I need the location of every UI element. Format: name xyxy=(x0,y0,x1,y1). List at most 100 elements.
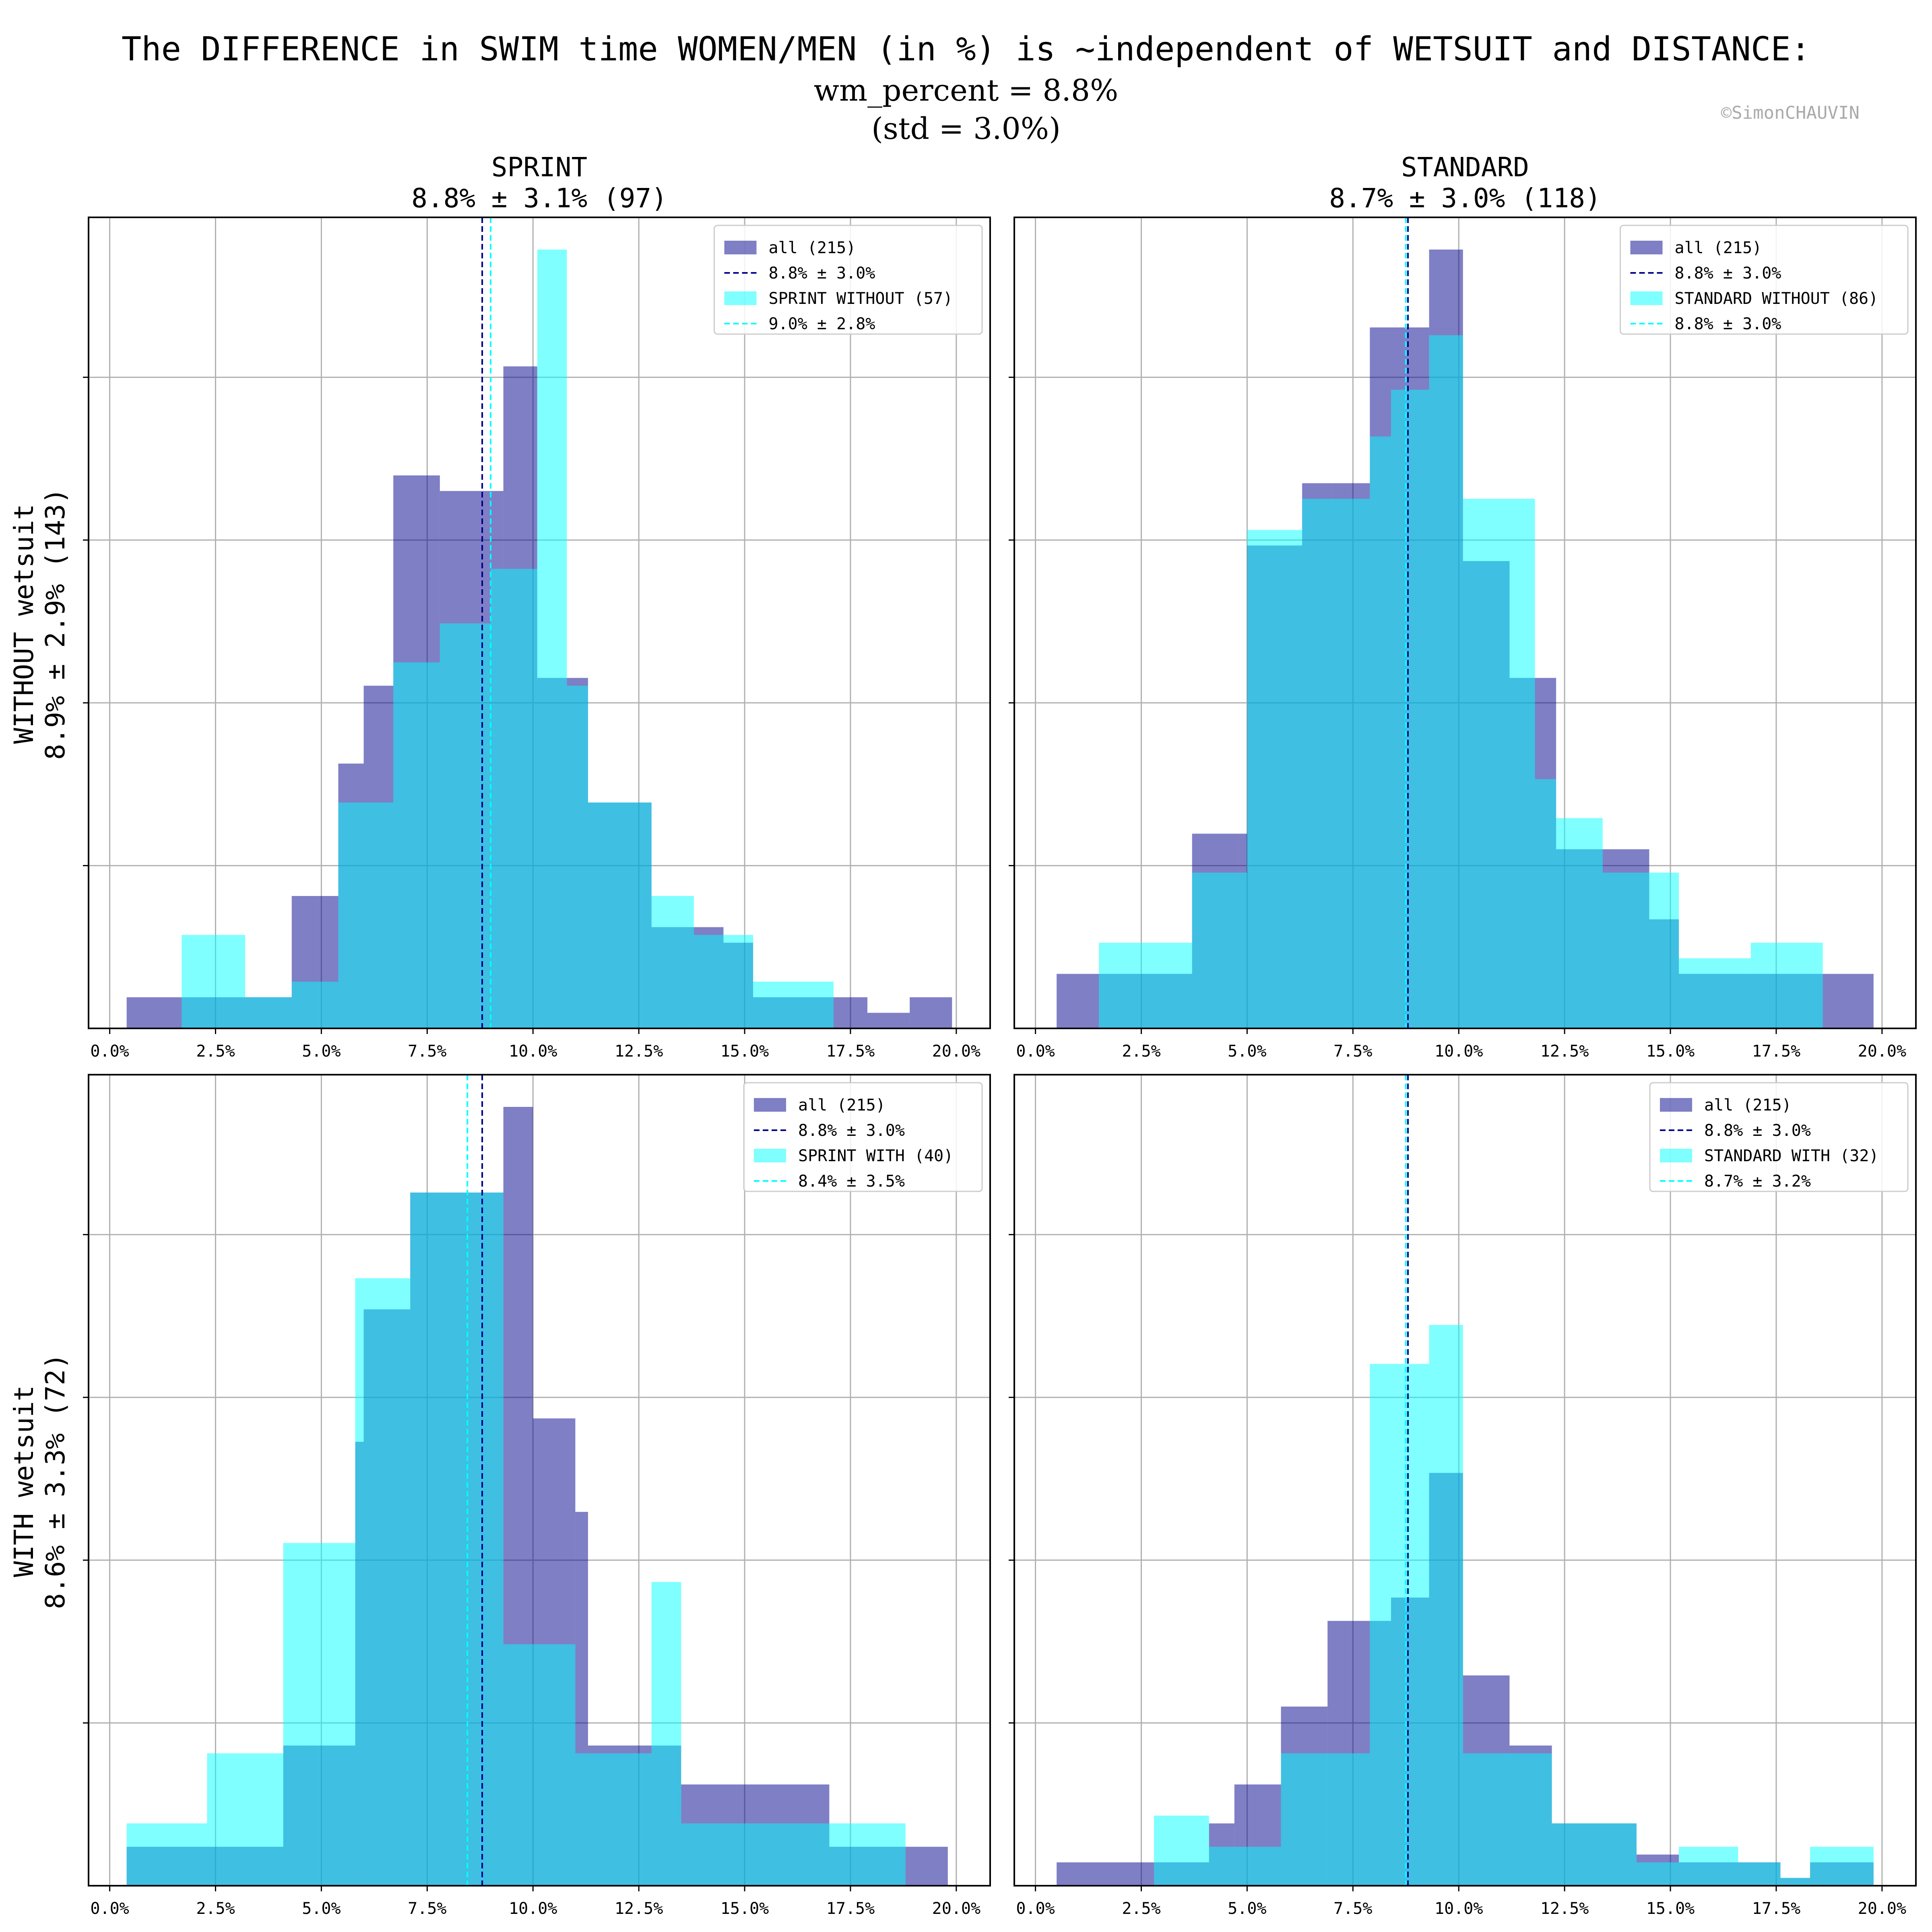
legend-swatch xyxy=(1660,1098,1692,1112)
histogram-bar xyxy=(533,1644,576,1886)
histogram-bar xyxy=(207,1753,262,1886)
histogram-bar xyxy=(1556,818,1603,1028)
histogram-bar xyxy=(567,685,588,1028)
histogram-bar xyxy=(1154,1815,1209,1886)
legend-label: STANDARD WITHOUT (86) xyxy=(1675,289,1878,308)
x-tick-label: 15.0% xyxy=(720,1042,769,1061)
histogram-bar xyxy=(651,896,694,1028)
x-tick-label: 20.0% xyxy=(932,1899,980,1918)
panels: 0.0% 2.5% 5.0% 7.5% 10.0% 12.5% 15.0% 17.5% 20.0… xyxy=(83,217,1917,1918)
histogram-bar xyxy=(829,1823,906,1886)
histogram-bar xyxy=(126,1823,207,1886)
legend-label: 8.7% ± 3.2% xyxy=(1704,1172,1811,1191)
histogram-bar xyxy=(1535,779,1556,1028)
legend-swatch xyxy=(1630,291,1663,305)
histogram-bar xyxy=(291,981,339,1028)
histogram-bar xyxy=(753,981,834,1028)
x-tick-label: 7.5% xyxy=(1333,1042,1372,1061)
histogram-bar xyxy=(723,935,753,1028)
histogram-bar xyxy=(1509,499,1535,1028)
column-stats-sprint: 8.8% ± 3.1% (97) xyxy=(411,183,667,214)
histogram-bar xyxy=(1331,499,1370,1028)
x-tick-label: 0.0% xyxy=(90,1899,129,1918)
legend-label: 8.8% ± 3.0% xyxy=(1675,264,1781,283)
histogram-bar xyxy=(1192,873,1239,1028)
histogram-bar xyxy=(1247,530,1281,1028)
histogram-bar xyxy=(1057,974,1099,1028)
histogram-bar xyxy=(338,802,364,1028)
legend-frame xyxy=(743,1082,983,1192)
axes-frame xyxy=(1013,217,1917,1029)
x-tick-label: 5.0% xyxy=(1228,1042,1266,1061)
histogram-bar xyxy=(440,623,491,1028)
x-tick-label: 2.5% xyxy=(196,1042,235,1061)
histogram-bar xyxy=(1171,943,1192,1028)
row-stats-with-wetsuit: 8.6% ± 3.3% (72) xyxy=(40,1353,71,1609)
histogram-bar xyxy=(1679,958,1751,1028)
x-tick-label: 10.0% xyxy=(509,1899,557,1918)
histogram-bar xyxy=(651,1582,681,1886)
column-title-sprint: SPRINT xyxy=(491,152,587,183)
legend-label: all (215) xyxy=(798,1096,886,1115)
histogram-bar xyxy=(1370,1364,1391,1886)
histogram-bar xyxy=(588,1753,652,1886)
histogram-bar xyxy=(1391,390,1429,1028)
histogram-bar xyxy=(1679,1847,1738,1886)
histogram-bar xyxy=(1552,1823,1594,1886)
figure-subtitle-line-2: (std = 3.0%) xyxy=(871,111,1061,146)
x-tick-label: 5.0% xyxy=(302,1899,341,1918)
histogram-bar xyxy=(1281,1753,1328,1886)
legend-frame xyxy=(1649,1082,1909,1192)
legend-label: 8.8% ± 3.0% xyxy=(1704,1121,1811,1140)
x-tick-label: 15.0% xyxy=(1646,1899,1695,1918)
legend: all (215) 8.8% ± 3.0% SPRINT WITHOUT (57) 9… xyxy=(714,225,983,335)
axes-frame xyxy=(88,1074,991,1887)
x-tick-label: 10.0% xyxy=(509,1042,557,1061)
x-tick-label: 20.0% xyxy=(1858,1899,1906,1918)
x-tick-label: 17.5% xyxy=(1752,1042,1800,1061)
legend-swatch xyxy=(754,1098,786,1112)
legend-swatch xyxy=(724,291,757,305)
histogram-bar xyxy=(910,997,952,1028)
histogram-bar xyxy=(283,1543,309,1886)
histogram-bar xyxy=(503,569,537,1028)
chart-panel-0: 0.0% 2.5% 5.0% 7.5% 10.0% 12.5% 15.0% 17.5% 20.0… xyxy=(83,217,991,1061)
x-tick-label: 12.5% xyxy=(615,1042,663,1061)
legend-label: all (215) xyxy=(769,239,856,257)
legend-swatch xyxy=(1660,1149,1692,1162)
legend-frame xyxy=(714,225,983,335)
legend-frame xyxy=(1620,225,1909,335)
x-tick-label: 0.0% xyxy=(1016,1042,1055,1061)
histogram-bar xyxy=(1429,1325,1463,1886)
histogram-bar xyxy=(1238,873,1247,1028)
x-tick-label: 17.5% xyxy=(826,1042,875,1061)
legend: all (215) 8.8% ± 3.0% STANDARD WITH (32) 8.… xyxy=(1649,1082,1909,1192)
histogram-bar xyxy=(1780,1878,1810,1886)
x-tick-label: 7.5% xyxy=(408,1042,446,1061)
histogram-bar xyxy=(245,997,292,1028)
x-tick-label: 0.0% xyxy=(1016,1899,1055,1918)
histogram-bar xyxy=(1099,943,1171,1028)
axes-frame xyxy=(1013,1074,1917,1887)
x-tick-label: 7.5% xyxy=(1333,1899,1372,1918)
axes-frame xyxy=(88,217,991,1029)
x-tick-label: 15.0% xyxy=(720,1899,769,1918)
histogram-bar xyxy=(1327,1753,1370,1886)
legend-label: 9.0% ± 2.8% xyxy=(769,315,875,333)
histogram-bar xyxy=(393,662,440,1028)
legend-label: 8.8% ± 3.0% xyxy=(1675,315,1781,333)
histogram-bar xyxy=(833,997,868,1028)
x-tick-label: 2.5% xyxy=(1122,1899,1160,1918)
legend-label: all (215) xyxy=(1675,239,1762,257)
legend-label: 8.8% ± 3.0% xyxy=(769,264,875,283)
histogram-bar xyxy=(1649,873,1679,1028)
histogram-bar xyxy=(1057,1862,1154,1886)
histogram-bar xyxy=(867,1013,910,1028)
legend-swatch xyxy=(724,241,757,254)
x-tick-label: 10.0% xyxy=(1435,1042,1483,1061)
histogram-bar xyxy=(1281,530,1302,1028)
histogram-bar xyxy=(1823,974,1874,1028)
histogram-bar xyxy=(681,1823,753,1886)
x-tick-label: 10.0% xyxy=(1435,1899,1483,1918)
